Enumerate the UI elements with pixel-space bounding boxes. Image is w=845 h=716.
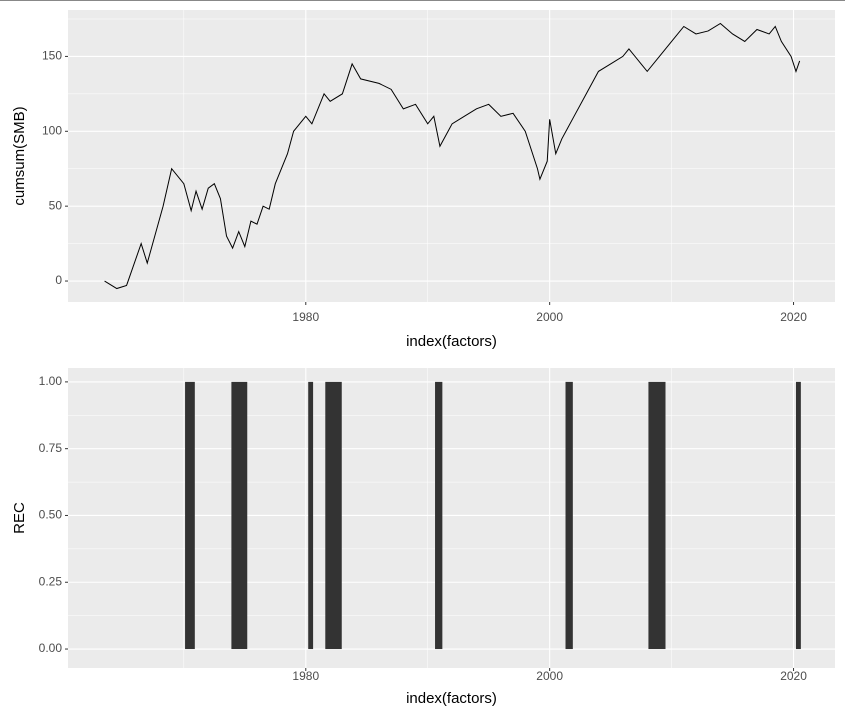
x-tick-label: 2020: [780, 310, 807, 324]
bar: [435, 381, 443, 650]
y-tick-label: 0.50: [39, 508, 63, 522]
bar: [648, 381, 666, 650]
x-tick-label: 1980: [292, 669, 319, 683]
bar: [231, 381, 248, 650]
x-tick-label: 2000: [536, 310, 563, 324]
data-line: [104, 22, 801, 290]
bar: [565, 381, 573, 650]
y-tick-label: 100: [42, 123, 62, 137]
y-tick-label: 1.00: [39, 374, 63, 388]
panel-background: [68, 368, 835, 668]
y-tick-label: 150: [42, 49, 62, 63]
y-tick-label: 50: [49, 198, 63, 212]
y-tick-label: 0.25: [39, 574, 63, 588]
panel-background: [68, 10, 835, 302]
y-tick-label: 0.00: [39, 641, 63, 655]
x-axis-title: index(factors): [406, 690, 497, 707]
y-axis-title: REC: [11, 502, 28, 534]
y-tick-label: 0.75: [39, 441, 63, 455]
x-axis-title: index(factors): [406, 333, 497, 350]
bar: [795, 381, 801, 650]
bar: [185, 381, 195, 650]
x-tick-label: 1980: [292, 310, 319, 324]
bar: [308, 381, 314, 650]
y-tick-label: 0: [55, 273, 62, 287]
bar: [325, 381, 342, 650]
x-tick-label: 2000: [536, 669, 563, 683]
y-axis-title: cumsum(SMB): [11, 106, 28, 205]
x-tick-label: 2020: [780, 669, 807, 683]
